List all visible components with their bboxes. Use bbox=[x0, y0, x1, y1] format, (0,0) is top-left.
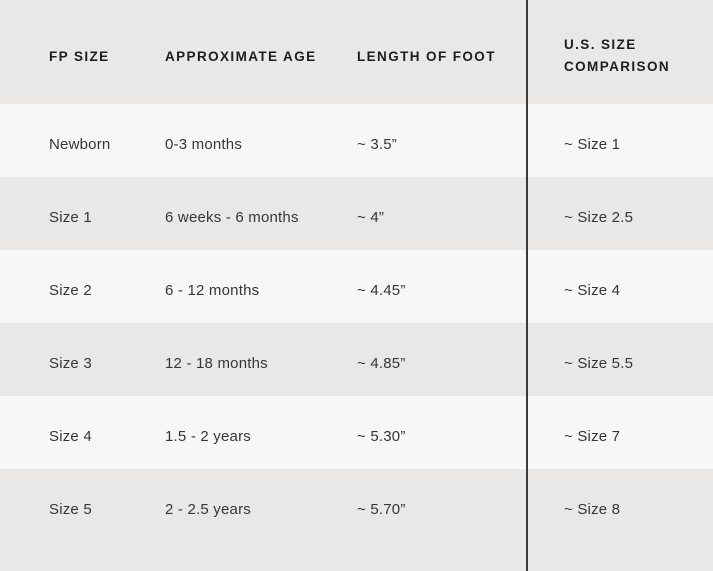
cell-length-of-foot: ~ 4.45” bbox=[357, 281, 406, 299]
table-row-size-4: Size 4 1.5 - 2 years ~ 5.30” ~ Size 7 bbox=[0, 396, 713, 469]
cell-length-of-foot: ~ 4” bbox=[357, 208, 385, 226]
cell-length-of-foot: ~ 4.85” bbox=[357, 354, 406, 372]
cell-length-of-foot: ~ 3.5” bbox=[357, 135, 397, 153]
column-header-us-size-comparison: U.S. SIZE COMPARISON bbox=[527, 34, 713, 78]
table-footer-spacer bbox=[0, 542, 713, 571]
cell-us-size: ~ Size 7 bbox=[564, 427, 621, 445]
cell-fp-size: Size 3 bbox=[49, 354, 92, 372]
cell-fp-size: Newborn bbox=[49, 135, 111, 153]
cell-length-of-foot: ~ 5.30” bbox=[357, 427, 406, 445]
cell-fp-size: Size 4 bbox=[49, 427, 92, 445]
cell-length-of-foot: ~ 5.70” bbox=[357, 500, 406, 518]
table-row-size-3: Size 3 12 - 18 months ~ 4.85” ~ Size 5.5 bbox=[0, 323, 713, 396]
cell-approximate-age: 6 - 12 months bbox=[165, 281, 260, 299]
table-row-newborn: Newborn 0-3 months ~ 3.5” ~ Size 1 bbox=[0, 104, 713, 177]
table-header-row: FP SIZE APPROXIMATE AGE LENGTH OF FOOT U… bbox=[0, 0, 713, 104]
cell-us-size: ~ Size 8 bbox=[564, 500, 621, 518]
cell-fp-size: Size 2 bbox=[49, 281, 92, 299]
cell-us-size: ~ Size 5.5 bbox=[564, 354, 634, 372]
cell-fp-size: Size 5 bbox=[49, 500, 92, 518]
cell-approximate-age: 1.5 - 2 years bbox=[165, 427, 251, 445]
cell-approximate-age: 12 - 18 months bbox=[165, 354, 268, 372]
us-size-header-line2: COMPARISON bbox=[564, 59, 671, 74]
cell-approximate-age: 6 weeks - 6 months bbox=[165, 208, 299, 226]
column-header-approximate-age: APPROXIMATE AGE bbox=[165, 48, 317, 64]
table-row-size-2: Size 2 6 - 12 months ~ 4.45” ~ Size 4 bbox=[0, 250, 713, 323]
table-row-size-5: Size 5 2 - 2.5 years ~ 5.70” ~ Size 8 bbox=[0, 469, 713, 542]
cell-us-size: ~ Size 4 bbox=[564, 281, 621, 299]
cell-approximate-age: 0-3 months bbox=[165, 135, 243, 153]
cell-fp-size: Size 1 bbox=[49, 208, 92, 226]
column-header-length-of-foot: LENGTH OF FOOT bbox=[357, 48, 496, 64]
us-size-header-line1: U.S. SIZE bbox=[564, 37, 637, 52]
column-header-fp-size: FP SIZE bbox=[49, 48, 110, 64]
cell-us-size: ~ Size 2.5 bbox=[564, 208, 634, 226]
cell-approximate-age: 2 - 2.5 years bbox=[165, 500, 251, 518]
table-row-size-1: Size 1 6 weeks - 6 months ~ 4” ~ Size 2.… bbox=[0, 177, 713, 250]
cell-us-size: ~ Size 1 bbox=[564, 135, 621, 153]
column-divider bbox=[526, 0, 528, 571]
